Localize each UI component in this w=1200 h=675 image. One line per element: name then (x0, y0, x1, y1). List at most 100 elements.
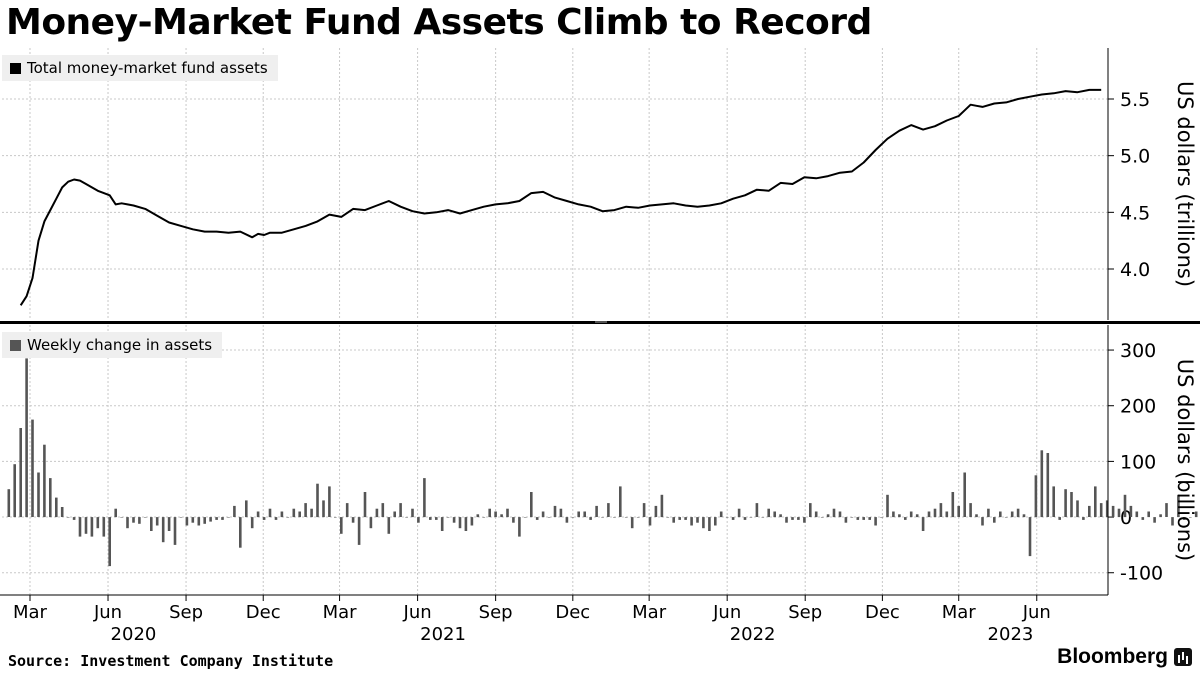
bar (304, 503, 307, 517)
bar (381, 503, 385, 517)
xtick-label-4: Mar (323, 602, 358, 623)
bar (506, 508, 509, 518)
bar (1088, 505, 1091, 517)
bar (245, 500, 248, 518)
bar (25, 358, 28, 518)
bar (601, 517, 604, 518)
xtick-label-7: Dec (555, 602, 590, 623)
bar (963, 472, 966, 517)
bar (417, 517, 420, 523)
bar (37, 472, 40, 517)
bar (132, 517, 135, 523)
bar (856, 517, 860, 520)
bar (761, 517, 765, 518)
bar (939, 503, 943, 517)
bar (292, 508, 296, 518)
bar (892, 511, 895, 518)
bar (185, 517, 189, 526)
bar (993, 517, 996, 523)
bar (1034, 475, 1038, 518)
bar (72, 517, 76, 520)
bar (1094, 486, 1097, 517)
bar (476, 514, 480, 518)
bar (470, 517, 474, 526)
bar (642, 503, 646, 517)
xtick-label-5: Jun (403, 602, 432, 623)
ytick-label-bottom-0: -100 (1120, 563, 1163, 585)
bar (909, 511, 913, 518)
bar (387, 517, 391, 534)
bar (191, 517, 195, 523)
bar (298, 511, 301, 518)
xtick-label-11: Dec (865, 602, 900, 623)
bar (696, 517, 699, 523)
xtick-label-13: Jun (1022, 602, 1051, 623)
bar (1123, 494, 1127, 518)
bar (678, 517, 681, 520)
bar (702, 517, 705, 529)
xtick-label-10: Sep (788, 602, 822, 623)
bar (144, 517, 147, 518)
bar (464, 517, 468, 531)
legend-swatch-line (10, 62, 21, 74)
xtick-label-6: Sep (479, 602, 513, 623)
bar (369, 517, 373, 529)
bar (767, 508, 770, 518)
bar (684, 517, 687, 520)
bar (654, 505, 658, 517)
legend-label-total: Total money-market fund assets (27, 59, 268, 77)
bar (975, 514, 978, 518)
ytick-label-top-0: 4.0 (1120, 259, 1150, 281)
bar (797, 517, 800, 520)
bar (1159, 514, 1162, 518)
bar (832, 508, 836, 518)
bar (636, 517, 640, 518)
bar (619, 486, 622, 517)
brand-logo: Bloomberg (1057, 645, 1192, 669)
bar (1111, 505, 1115, 517)
bar (904, 517, 907, 520)
bar (351, 517, 355, 523)
bar (927, 511, 931, 518)
bar (488, 508, 491, 518)
bar (84, 517, 88, 534)
year-label-0: 2020 (111, 624, 157, 645)
bar (1183, 517, 1186, 520)
bar (500, 514, 503, 518)
bar (167, 517, 171, 531)
bar (96, 517, 100, 529)
bar (719, 511, 723, 518)
bar (809, 503, 812, 517)
bar (482, 517, 486, 518)
bar (1076, 500, 1079, 518)
bar (1046, 453, 1050, 517)
bar (375, 508, 379, 518)
bar (1099, 503, 1103, 517)
bar (1153, 517, 1156, 523)
bar (547, 517, 551, 518)
bar (874, 517, 877, 526)
brand-name: Bloomberg (1057, 645, 1168, 668)
bar (607, 503, 610, 517)
year-label-2: 2022 (730, 624, 776, 645)
bar (310, 508, 313, 518)
bar (173, 517, 177, 545)
bar (844, 517, 848, 523)
bar (446, 517, 450, 518)
bar (423, 478, 426, 518)
bar (1147, 511, 1150, 518)
bar (1177, 494, 1180, 518)
bar (535, 517, 539, 520)
bar (583, 511, 586, 518)
bar (274, 517, 278, 520)
xtick-label-9: Jun (712, 602, 741, 623)
bar (595, 505, 598, 517)
ytick-label-bottom-1: 0 (1120, 507, 1132, 529)
ytick-label-top-1: 4.5 (1120, 202, 1150, 224)
bar (1189, 517, 1192, 518)
bar (334, 517, 337, 518)
bar (66, 517, 70, 518)
bar (1004, 517, 1008, 518)
bar (179, 517, 183, 518)
